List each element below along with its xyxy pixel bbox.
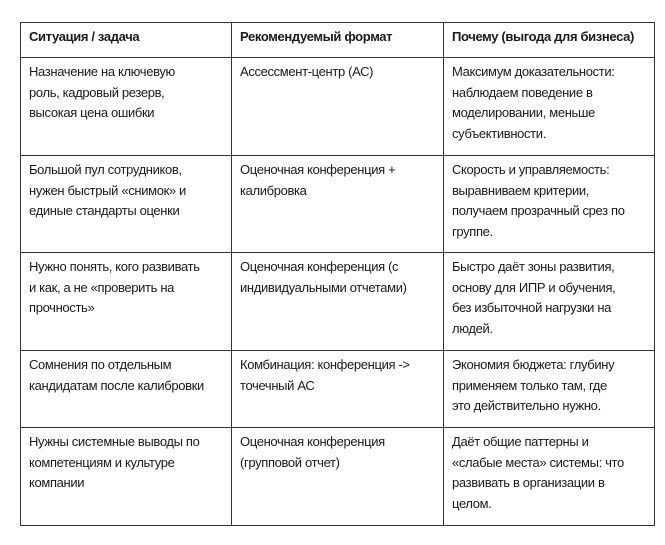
cell-format: Комбинация: конференция -> точечный АС — [231, 350, 444, 428]
header-format: Рекомендуемый формат — [231, 22, 444, 58]
cell-why: Максимум доказательности: наблюдаем пове… — [443, 57, 655, 156]
table-row: Нужно понять, кого развивать и как, а не… — [20, 252, 655, 351]
table-row: Нужны системные выводы по компетенциям и… — [20, 427, 655, 526]
table-row: Сомнения по отдельным кандидатам после к… — [20, 350, 655, 428]
cell-situation: Большой пул сотрудников, нужен быстрый «… — [20, 155, 232, 253]
table-row: Назначение на ключевую роль, кадровый ре… — [20, 57, 655, 156]
format-recommendation-table: Ситуация / задача Рекомендуемый формат П… — [20, 22, 655, 526]
cell-format: Оценочная конференция (с индивидуальными… — [231, 252, 444, 351]
cell-situation: Нужно понять, кого развивать и как, а не… — [20, 252, 232, 351]
table-row: Большой пул сотрудников, нужен быстрый «… — [20, 155, 655, 253]
header-situation: Ситуация / задача — [20, 22, 232, 58]
table-header-row: Ситуация / задача Рекомендуемый формат П… — [20, 22, 655, 58]
cell-why: Даёт общие паттерны и «слабые места» сис… — [443, 427, 655, 526]
cell-format: Ассессмент-центр (АС) — [231, 57, 444, 156]
cell-why: Скорость и управляемость: выравниваем кр… — [443, 155, 655, 253]
header-why: Почему (выгода для бизнеса) — [443, 22, 655, 58]
cell-situation: Нужны системные выводы по компетенциям и… — [20, 427, 232, 526]
cell-why: Экономия бюджета: глубину применяем толь… — [443, 350, 655, 428]
cell-situation: Назначение на ключевую роль, кадровый ре… — [20, 57, 232, 156]
cell-situation: Сомнения по отдельным кандидатам после к… — [20, 350, 232, 428]
cell-why: Быстро даёт зоны развития, основу для ИП… — [443, 252, 655, 351]
cell-format: Оценочная конференция + калибровка — [231, 155, 444, 253]
cell-format: Оценочная конференция (групповой отчет) — [231, 427, 444, 526]
